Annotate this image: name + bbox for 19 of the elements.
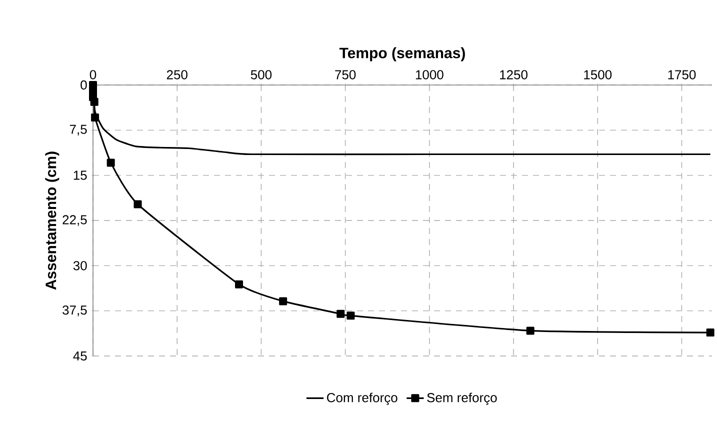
x-tick-label: 1250 xyxy=(500,70,528,80)
x-tick-label: 1750 xyxy=(668,70,696,80)
legend-label: Com reforço xyxy=(327,392,398,405)
y-tick-label: 7,5 xyxy=(70,124,87,136)
y-tick-label: 37,5 xyxy=(62,305,87,316)
y-tick-label: 0 xyxy=(80,80,87,90)
y-tick-label: 22,5 xyxy=(62,215,87,226)
x-tick-label: 250 xyxy=(166,70,188,80)
y-tick-label: 45 xyxy=(73,351,87,361)
x-tick-label: 0 xyxy=(90,70,96,80)
y-axis-title: Assentamento (cm) xyxy=(45,152,60,290)
x-tick-label: 750 xyxy=(335,70,356,80)
y-tick-label: 15 xyxy=(74,170,87,180)
x-axis-title: Tempo (semanas) xyxy=(339,47,465,62)
y-tick-label: 30 xyxy=(73,261,87,270)
x-tick-label: 1000 xyxy=(416,70,444,80)
x-tick-label: 500 xyxy=(250,70,272,80)
legend-label: Sem reforço xyxy=(427,392,497,405)
x-tick-label: 1500 xyxy=(584,70,612,80)
